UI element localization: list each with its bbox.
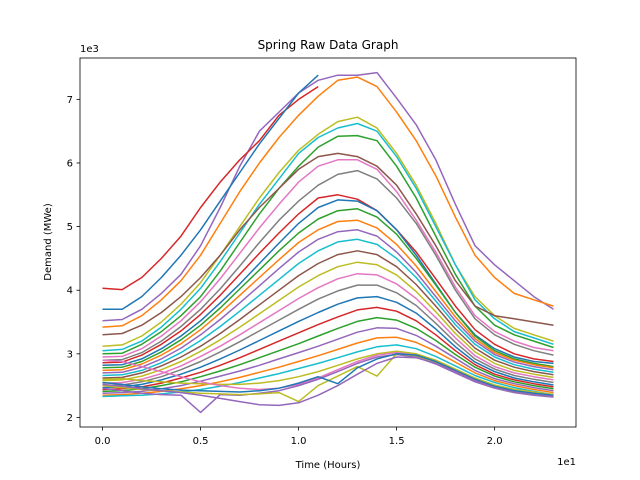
y-axis-label: Demand (MWe) (43, 203, 54, 281)
series-line-24 (102, 327, 554, 395)
series-line-5 (102, 116, 554, 347)
series-line-6 (102, 122, 554, 352)
series-line-13 (102, 208, 554, 369)
x-tick-label: 0.0 (95, 436, 111, 447)
series-line-31 (102, 353, 554, 396)
series-line-17 (102, 250, 554, 379)
series-layer (102, 71, 554, 414)
series-line-2 (102, 76, 554, 328)
series-line-32 (102, 356, 554, 407)
series-line-20 (102, 284, 554, 387)
series-line-22 (102, 306, 554, 391)
series-line-12 (102, 199, 554, 367)
series-line-16 (102, 238, 554, 377)
x-tick-label: 1.0 (291, 436, 307, 447)
y-tick-label: 5 (67, 222, 73, 233)
series-line-15 (102, 229, 554, 374)
series-line-1 (102, 71, 554, 322)
x-axis: 0.0 0.5 1.0 1.5 2.0 (95, 427, 503, 447)
y-tick-label: 4 (67, 286, 73, 297)
x-axis-label: Time (Hours) (295, 460, 361, 471)
y-tick-label: 2 (67, 413, 73, 424)
series-line-10 (102, 169, 554, 361)
series-line-18 (102, 261, 554, 382)
y-offset-label: 1e3 (80, 44, 99, 55)
series-line-27 (102, 350, 554, 396)
plot-frame (79, 57, 577, 428)
series-line-11 (102, 194, 554, 364)
x-tick-label: 2.0 (487, 436, 503, 447)
series-line-4 (102, 74, 319, 311)
series-line-3 (102, 85, 319, 291)
series-line-8 (102, 152, 554, 336)
x-tick-label: 1.5 (389, 436, 405, 447)
series-line-7 (102, 134, 554, 355)
series-line-19 (102, 272, 554, 384)
chart-title: Spring Raw Data Graph (258, 38, 399, 52)
series-line-14 (102, 219, 554, 372)
y-tick-label: 7 (67, 95, 73, 106)
series-line-29 (102, 353, 554, 414)
x-tick-label: 0.5 (193, 436, 209, 447)
series-line-9 (102, 159, 554, 358)
y-axis: 2 3 4 5 6 7 (67, 95, 80, 424)
y-tick-label: 6 (67, 158, 73, 169)
y-tick-label: 3 (67, 349, 73, 360)
x-offset-label: 1e1 (557, 457, 576, 468)
